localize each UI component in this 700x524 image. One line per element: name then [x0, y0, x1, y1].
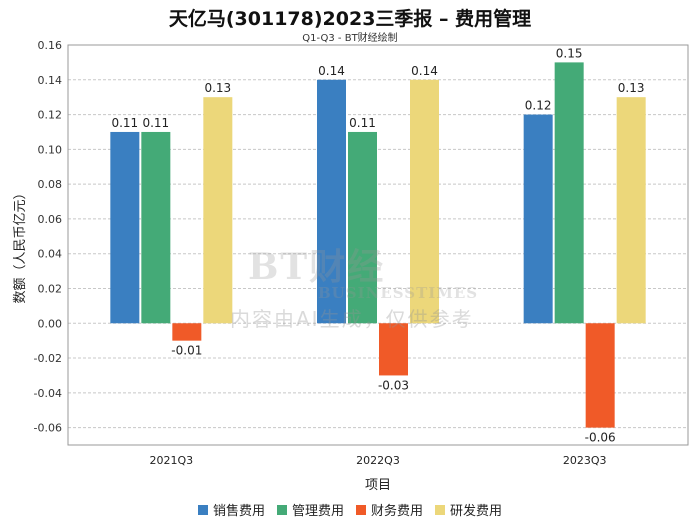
legend-label: 财务费用	[371, 504, 424, 519]
data-label: 0.12	[525, 99, 552, 113]
bar	[110, 131, 140, 324]
bar	[379, 323, 408, 376]
y-tick-label: -0.02	[34, 352, 62, 365]
bar	[410, 79, 439, 324]
plot-frame	[67, 44, 689, 446]
legend: 销售费用 管理费用 财务费用 研发费用	[0, 500, 700, 519]
y-tick-label: 0.14	[38, 74, 63, 87]
legend-item: 财务费用	[356, 500, 423, 519]
bar	[523, 114, 553, 324]
y-axis-title: 数额（人民币亿元）	[13, 186, 28, 303]
y-tick-label: 0.10	[38, 143, 63, 156]
data-label: 0.14	[318, 64, 345, 78]
chart-title: 天亿马(301178)2023三季报 – 费用管理	[168, 8, 532, 30]
legend-item: 管理费用	[276, 500, 344, 519]
data-label: -0.06	[585, 431, 616, 445]
bar	[141, 131, 171, 324]
y-tick-label: 0.04	[38, 248, 63, 261]
bar	[172, 323, 202, 341]
data-label: -0.01	[171, 344, 202, 358]
y-tick-label: 0.12	[38, 109, 63, 122]
y-tick-label: 0.02	[38, 282, 63, 295]
watermark-logo-main: BT财经	[248, 246, 386, 288]
legend-label: 销售费用	[212, 504, 265, 519]
data-label: -0.03	[378, 378, 409, 392]
watermark-logo-sub: BUSINESSTIMES	[318, 284, 479, 302]
x-tick-label: 2023Q3	[563, 454, 607, 467]
watermark-text: 内容由AI生成，仅供参考	[230, 307, 474, 331]
y-tick-label: 0.06	[38, 213, 63, 226]
bar	[348, 131, 377, 324]
legend-swatch	[276, 504, 287, 515]
legend-swatch	[197, 504, 208, 515]
y-tick-label: -0.04	[34, 387, 62, 400]
bar	[585, 323, 615, 428]
x-tick-label: 2021Q3	[150, 454, 194, 467]
x-tick-label: 2022Q3	[356, 454, 400, 467]
data-label: 0.11	[111, 116, 138, 130]
y-tick-label: 0.16	[38, 39, 63, 52]
y-tick-label: 0.00	[38, 317, 63, 330]
legend-item: 销售费用	[197, 500, 265, 519]
bar	[616, 97, 646, 324]
bar	[203, 97, 233, 324]
bar	[554, 62, 584, 324]
legend-label: 研发费用	[450, 504, 503, 519]
data-label: 0.11	[142, 116, 169, 130]
legend-label: 管理费用	[291, 504, 344, 519]
chart-subtitle: Q1-Q3 - BT财经绘制	[302, 33, 398, 44]
x-axis-title: 项目	[365, 478, 391, 493]
data-label: 0.11	[349, 116, 376, 130]
legend-swatch	[356, 504, 366, 515]
legend-item: 研发费用	[435, 500, 502, 519]
legend-swatch	[435, 504, 446, 515]
watermark-logo: BT财经 BUSINESSTIMES	[248, 238, 478, 302]
y-tick-label: 0.08	[38, 178, 63, 191]
data-label: 0.15	[556, 46, 583, 60]
bar	[317, 79, 346, 324]
data-label: 0.13	[618, 81, 645, 95]
data-label: 0.13	[204, 81, 231, 95]
data-label: 0.14	[411, 64, 438, 78]
y-tick-label: -0.06	[34, 422, 62, 435]
